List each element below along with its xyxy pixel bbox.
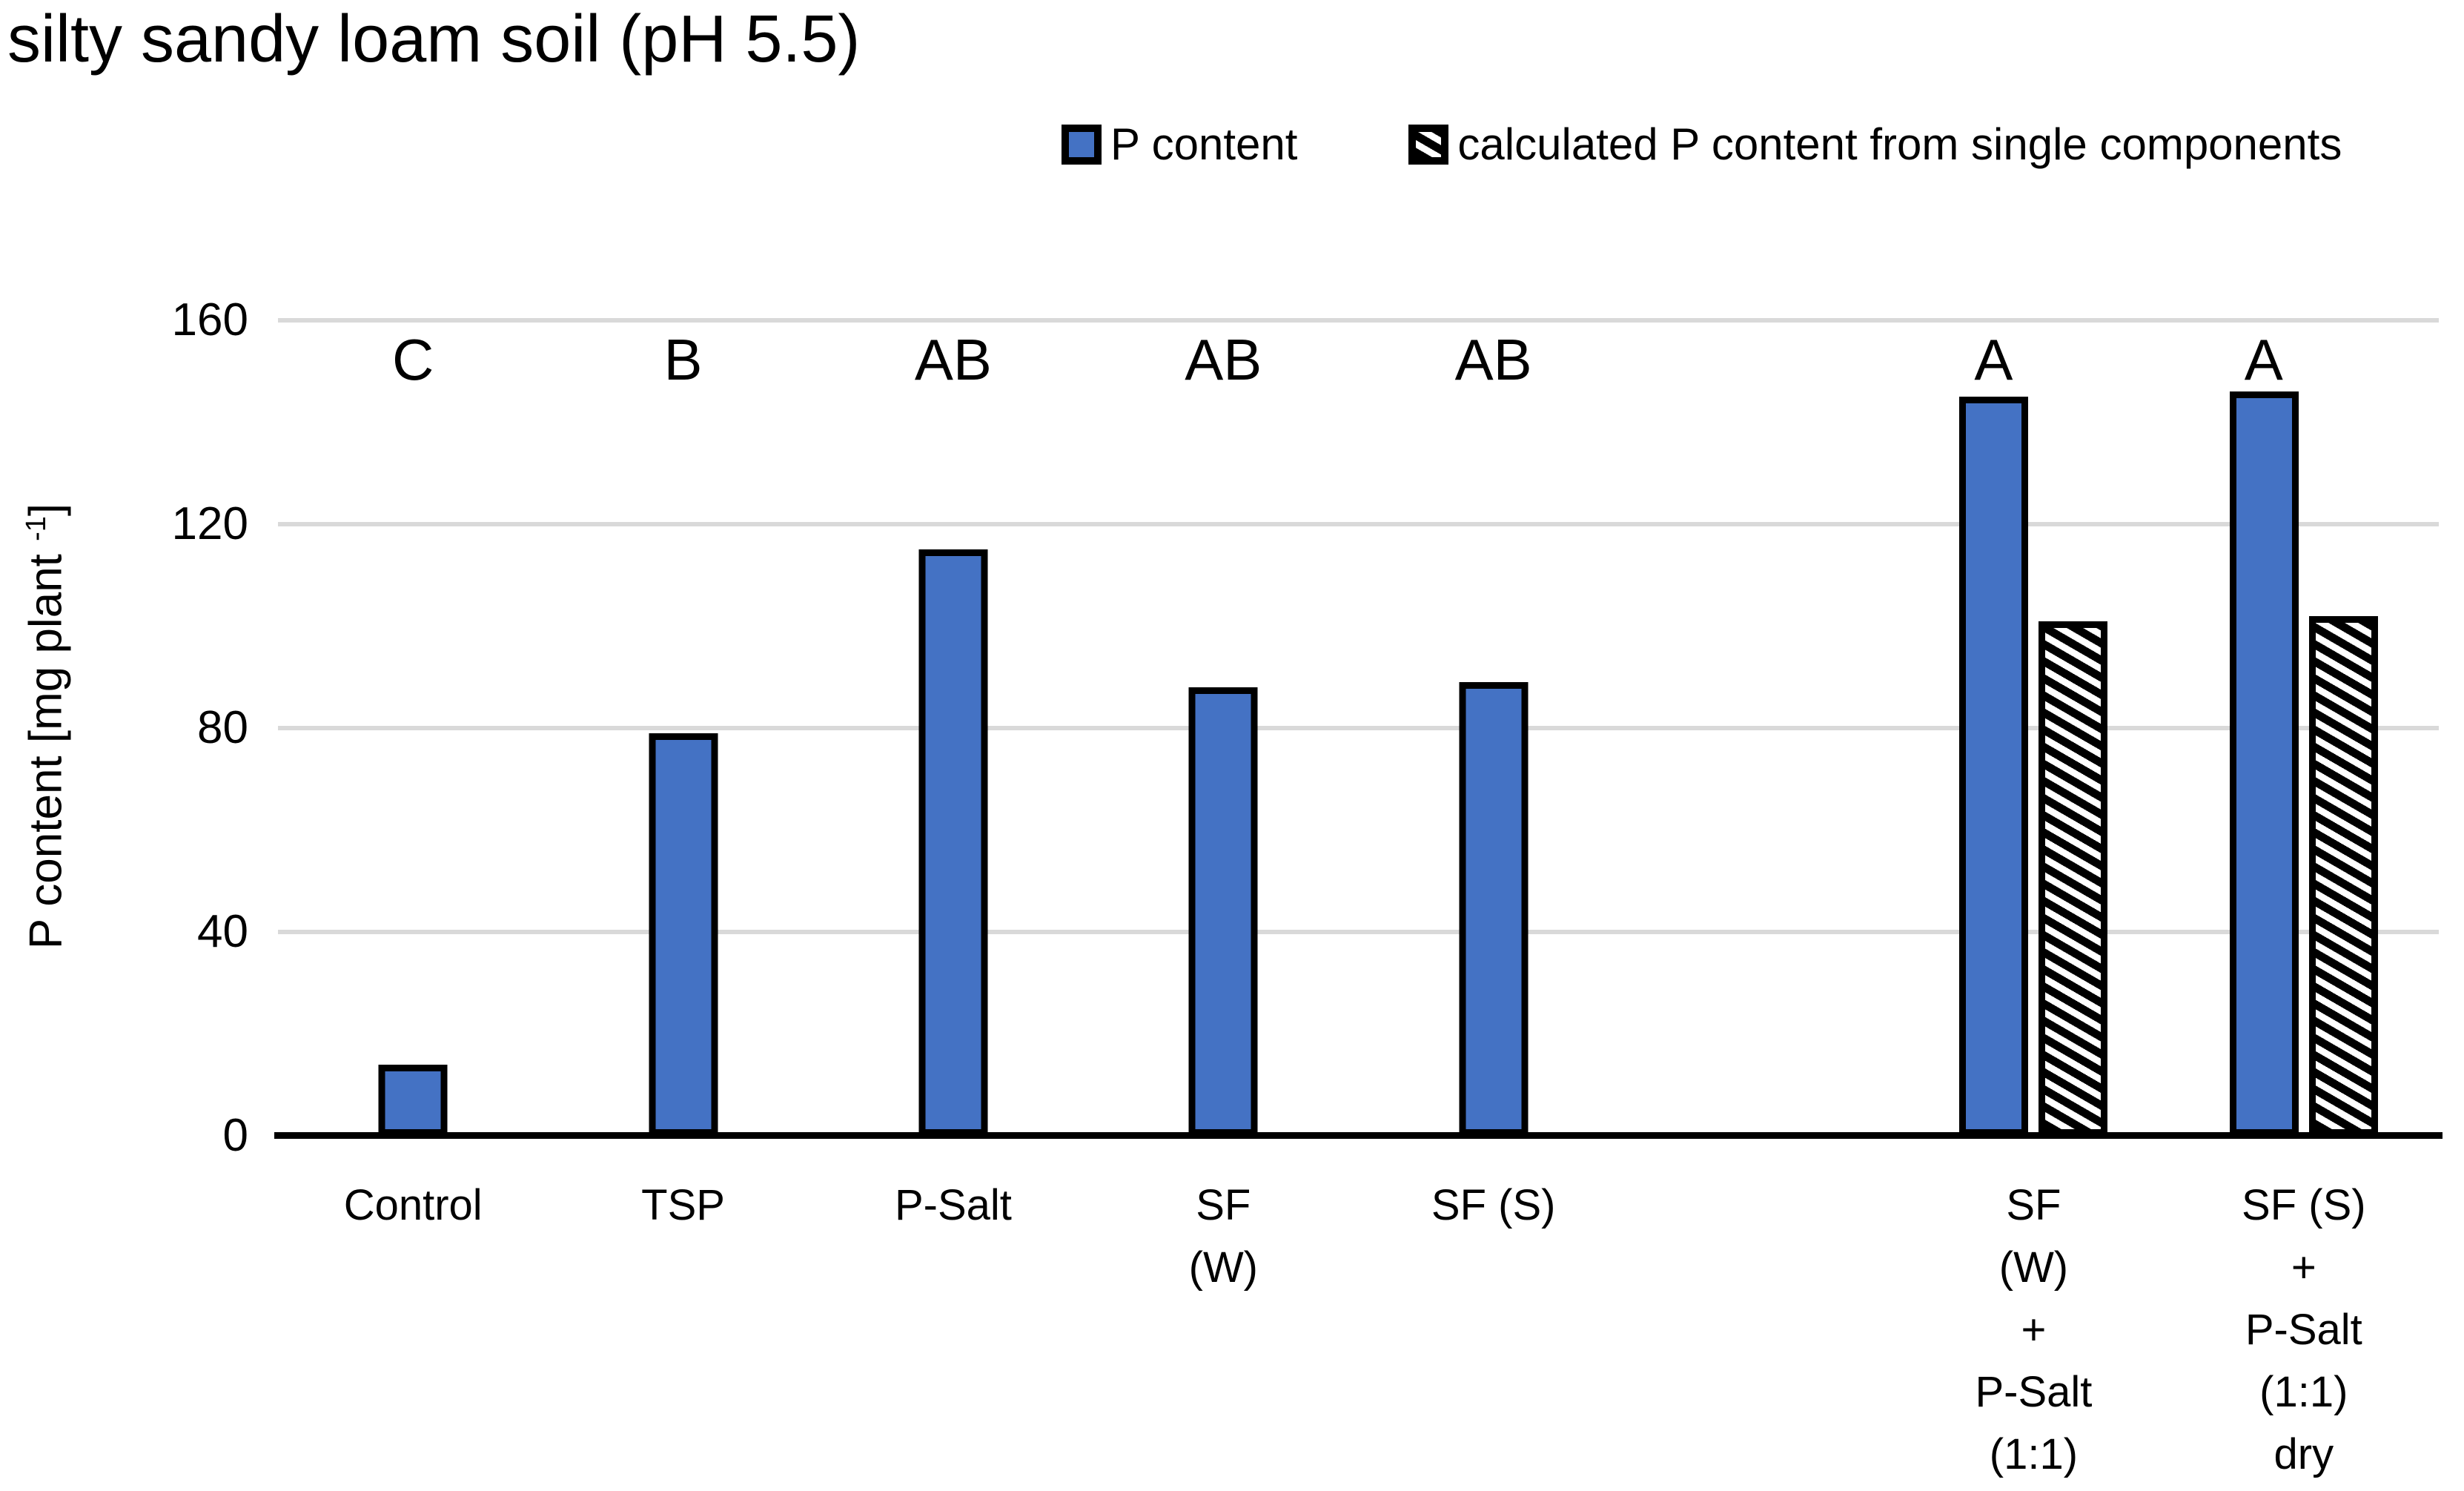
x-category-label: TSP [641,1181,725,1229]
category-slot-sf-s-p-salt-1-1-dry: A SF (S) + P-Salt (1:1) dry [2169,320,2439,1478]
gridline-80 [278,726,2439,730]
bar-group [1959,320,2108,1136]
category-slot-sf-w: AB SF (W) [1088,320,1358,1292]
x-category-label: Control [343,1181,483,1229]
category-slot-p-salt: AB P-Salt [818,320,1088,1229]
x-category-label: P-Salt [894,1181,1012,1229]
bar-p-content [1959,397,2029,1136]
bar-p-content [1459,682,1529,1136]
significance-letter: A [2244,327,2283,392]
significance-letter: B [663,327,703,392]
significance-letter: AB [1454,327,1532,392]
significance-letter: AB [914,327,992,392]
bar-group [649,320,718,1136]
bar-group [2229,320,2378,1136]
y-axis-title-bracket: ] [20,503,72,517]
legend: P content calculated P content from sing… [1062,119,2342,170]
legend-swatch-solid-blue-icon [1062,124,1102,165]
x-axis-line [274,1132,2443,1139]
gridline-120 [278,522,2439,526]
legend-label: calculated P content from single compone… [1457,119,2342,169]
bar-group [918,320,988,1136]
y-tick-label-0: 0 [222,1110,248,1161]
x-category-label: SF (W) [1188,1181,1258,1292]
chart-title: silty sandy loam soil (pH 5.5) [7,2,861,76]
x-category-label: SF (W) + P-Salt (1:1) dry [1975,1181,2093,1478]
empty-slot [1629,320,1898,1136]
bar-group [1459,320,1529,1136]
legend-item-p-content: P content [1062,119,1297,170]
bar-slots: C Control B TSP AB P-Salt AB SF (W) AB SF (S) A SF … [278,320,2439,1478]
y-axis-title-superscript: -1 [20,516,52,541]
y-axis-title: P content [mg plant -1] [20,393,73,1060]
y-axis-tick-labels: 160 120 80 40 0 [104,294,248,1161]
legend-item-calculated-p-content: calculated P content from single compone… [1408,119,2342,170]
plot-area: C Control B TSP AB P-Salt AB SF (W) AB SF (S) A SF … [274,318,2443,1478]
legend-swatch-hatched-icon [1408,124,1449,165]
category-slot-tsp: B TSP [548,320,818,1229]
bar-group [1188,320,1258,1136]
y-tick-label-160: 160 [171,294,248,346]
x-category-label: SF (S) + P-Salt (1:1) dry [2242,1181,2366,1478]
category-slot-control: C Control [278,320,548,1229]
y-tick-label-40: 40 [197,906,248,957]
bar-group [378,320,448,1136]
gridline-40 [278,930,2439,934]
bar-calculated-p-content [2039,621,2108,1136]
x-category-label: SF (S) [1431,1181,1556,1229]
y-tick-label-120: 120 [171,498,248,549]
bar-p-content [649,733,718,1136]
gridline-160 [278,318,2439,323]
bar-p-content [378,1064,448,1136]
significance-letter: A [1974,327,2013,392]
bar-p-content [918,549,988,1136]
bar-p-content [2229,391,2299,1136]
bar-calculated-p-content [2308,615,2378,1136]
bar-p-content [1188,687,1258,1136]
category-slot-sf-s: AB SF (S) [1359,320,1629,1229]
significance-letter: C [392,327,434,392]
legend-label: P content [1110,119,1298,169]
significance-letter: AB [1185,327,1262,392]
category-slot-sf-w-p-salt-1-1-dry: A SF (W) + P-Salt (1:1) dry [1898,320,2168,1478]
y-axis-title-text: P content [mg plant [20,554,72,950]
y-tick-label-80: 80 [197,702,248,753]
